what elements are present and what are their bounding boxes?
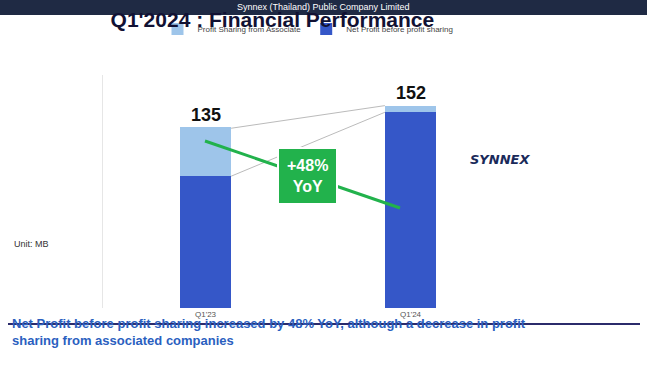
svg-text:Profit Sharing from Associate: Profit Sharing from Associate xyxy=(198,25,302,34)
svg-text:Synnex (Thailand) Public Compa: Synnex (Thailand) Public Company Limited xyxy=(237,2,410,12)
svg-text:Q1'2024 : Financial Performanc: Q1'2024 : Financial Performance xyxy=(111,8,435,31)
svg-text:Unit: MB: Unit: MB xyxy=(14,239,49,249)
svg-text:Net Profit before profit shari: Net Profit before profit sharing xyxy=(346,25,453,34)
svg-text:Q1'23: Q1'23 xyxy=(195,310,217,319)
svg-text:99: 99 xyxy=(205,241,206,242)
svg-text:147: 147 xyxy=(410,209,412,210)
svg-text:SYNNEX: SYNNEX xyxy=(470,152,530,167)
svg-text:135: 135 xyxy=(191,105,221,125)
svg-text:+48%YoY: +48%YoY xyxy=(287,157,328,195)
svg-text:37: 37 xyxy=(205,151,206,152)
svg-text:Q1'24: Q1'24 xyxy=(400,310,422,319)
svg-text:Net Profit before profit shari: Net Profit before profit sharing increas… xyxy=(12,316,526,348)
svg-text:152: 152 xyxy=(396,83,426,103)
svg-text:5: 5 xyxy=(410,108,411,109)
